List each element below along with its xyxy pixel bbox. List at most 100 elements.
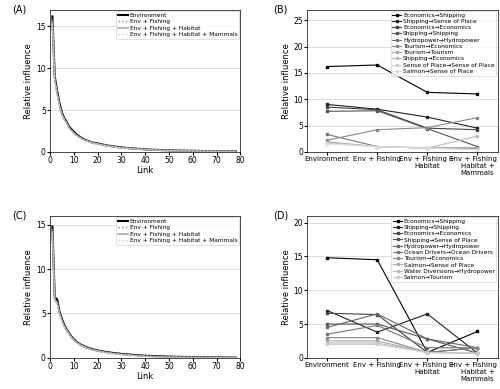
Economics→Economics: [474, 345, 480, 350]
Salmon→Sense of Place: [474, 351, 480, 356]
Text: (B): (B): [273, 4, 287, 14]
Tourism→Economics: [474, 345, 480, 350]
Hydropower→Hydropower: [324, 325, 330, 330]
Tourism→Economics: [424, 350, 430, 355]
Line: Economics→Economics: Economics→Economics: [326, 106, 479, 131]
Shipping→Economics: [424, 146, 430, 151]
Economics→Shipping: [374, 63, 380, 67]
Economics→Economics: [424, 126, 430, 130]
Shipping→Shipping: [474, 144, 480, 149]
Line: Salmon→Tourism: Salmon→Tourism: [326, 343, 479, 354]
Economics→Shipping: [324, 64, 330, 69]
Water Diversions→Hydropower: [474, 351, 480, 356]
Shipping→Sense of Place: [474, 351, 480, 356]
Economics→Economics: [324, 105, 330, 109]
Sense of Place→Sense of Place: [374, 144, 380, 149]
Hydropower→Hydropower: [424, 336, 430, 341]
Salmon→Sense of Place: [374, 339, 380, 343]
Text: (D): (D): [273, 210, 288, 220]
Shipping→Sense of Place: [374, 322, 380, 326]
Tourism→Tourism: [424, 145, 430, 150]
Economics→Economics: [324, 311, 330, 315]
Line: Economics→Shipping: Economics→Shipping: [326, 63, 479, 95]
Economics→Shipping: [324, 256, 330, 260]
Line: Economics→Economics: Economics→Economics: [326, 312, 479, 354]
Tourism→Tourism: [474, 145, 480, 150]
Economics→Shipping: [474, 91, 480, 96]
Legend: Environment, Env + Fishing, Env + Fishing + Habitat, Env + Fishing + Habitat + M: Environment, Env + Fishing, Env + Fishin…: [116, 11, 240, 39]
Economics→Economics: [374, 312, 380, 317]
Hydropower→Hydropower: [424, 146, 430, 151]
Line: Tourism→Economics: Tourism→Economics: [326, 336, 479, 354]
Shipping→Sense of Place: [324, 102, 330, 107]
X-axis label: Link: Link: [136, 166, 154, 175]
Line: Sense of Place→Sense of Place: Sense of Place→Sense of Place: [326, 142, 479, 151]
Legend: Economics→Shipping, Shipping→Shipping, Economics→Economics, Shipping→Sense of Pl: Economics→Shipping, Shipping→Shipping, E…: [392, 217, 496, 282]
Water Diversions→Hydropower: [324, 341, 330, 345]
Shipping→Shipping: [374, 330, 380, 335]
Shipping→Economics: [374, 144, 380, 149]
Tourism→Tourism: [374, 144, 380, 149]
Hydropower→Hydropower: [474, 345, 480, 350]
Salmon→Sense of Place: [324, 339, 330, 343]
Line: Water Diversions→Hydropower: Water Diversions→Hydropower: [326, 342, 479, 354]
Economics→Shipping: [424, 90, 430, 95]
Y-axis label: Relative influence: Relative influence: [24, 249, 34, 325]
Salmon→Sense of Place: [374, 144, 380, 149]
Salmon→Sense of Place: [324, 142, 330, 146]
Water Diversions→Hydropower: [374, 341, 380, 345]
Text: (C): (C): [12, 210, 26, 220]
Shipping→Shipping: [424, 312, 430, 316]
Line: Tourism→Economics: Tourism→Economics: [326, 116, 479, 142]
Economics→Economics: [374, 107, 380, 112]
Ocean Drivers→Ocean Drivers: [374, 323, 380, 328]
X-axis label: Link: Link: [136, 372, 154, 382]
Ocean Drivers→Ocean Drivers: [324, 332, 330, 336]
Tourism→Economics: [324, 138, 330, 143]
Economics→Shipping: [424, 350, 430, 355]
Water Diversions→Hydropower: [424, 350, 430, 355]
Line: Tourism→Tourism: Tourism→Tourism: [326, 140, 479, 149]
Salmon→Tourism: [424, 350, 430, 355]
Line: Shipping→Sense of Place: Shipping→Sense of Place: [326, 322, 479, 354]
Shipping→Sense of Place: [374, 107, 380, 112]
Sense of Place→Sense of Place: [324, 141, 330, 146]
Line: Shipping→Shipping: Shipping→Shipping: [326, 109, 479, 148]
Sense of Place→Sense of Place: [424, 146, 430, 151]
Economics→Shipping: [374, 258, 380, 262]
Ocean Drivers→Ocean Drivers: [424, 345, 430, 350]
Line: Shipping→Shipping: Shipping→Shipping: [326, 309, 479, 354]
Tourism→Economics: [474, 115, 480, 120]
Salmon→Tourism: [324, 342, 330, 347]
Legend: Economics→Shipping, Shipping→Sense of Place, Economics→Economics, Shipping→Shipp: Economics→Shipping, Shipping→Sense of Pl…: [390, 11, 496, 76]
Y-axis label: Relative influence: Relative influence: [282, 249, 290, 325]
Y-axis label: Relative influence: Relative influence: [282, 43, 290, 119]
Sense of Place→Sense of Place: [474, 147, 480, 152]
Tourism→Tourism: [324, 140, 330, 144]
Tourism→Economics: [424, 125, 430, 130]
Text: (A): (A): [12, 4, 26, 14]
Hydropower→Hydropower: [374, 312, 380, 316]
Shipping→Economics: [474, 134, 480, 138]
Tourism→Economics: [374, 127, 380, 132]
Line: Salmon→Sense of Place: Salmon→Sense of Place: [326, 142, 479, 151]
Hydropower→Hydropower: [324, 132, 330, 137]
Hydropower→Hydropower: [474, 146, 480, 151]
Shipping→Sense of Place: [424, 115, 430, 119]
Line: Shipping→Economics: Shipping→Economics: [326, 135, 479, 149]
Line: Economics→Shipping: Economics→Shipping: [326, 256, 479, 354]
Salmon→Tourism: [474, 351, 480, 356]
Economics→Economics: [474, 127, 480, 132]
Salmon→Sense of Place: [474, 147, 480, 152]
Shipping→Shipping: [324, 308, 330, 313]
Shipping→Shipping: [374, 109, 380, 113]
Shipping→Shipping: [324, 109, 330, 114]
Shipping→Sense of Place: [324, 322, 330, 326]
Salmon→Sense of Place: [424, 146, 430, 151]
Tourism→Economics: [374, 335, 380, 340]
Shipping→Economics: [324, 140, 330, 145]
Tourism→Economics: [324, 335, 330, 340]
Line: Salmon→Sense of Place: Salmon→Sense of Place: [326, 340, 479, 354]
Shipping→Shipping: [474, 351, 480, 356]
Line: Hydropower→Hydropower: Hydropower→Hydropower: [326, 133, 479, 149]
